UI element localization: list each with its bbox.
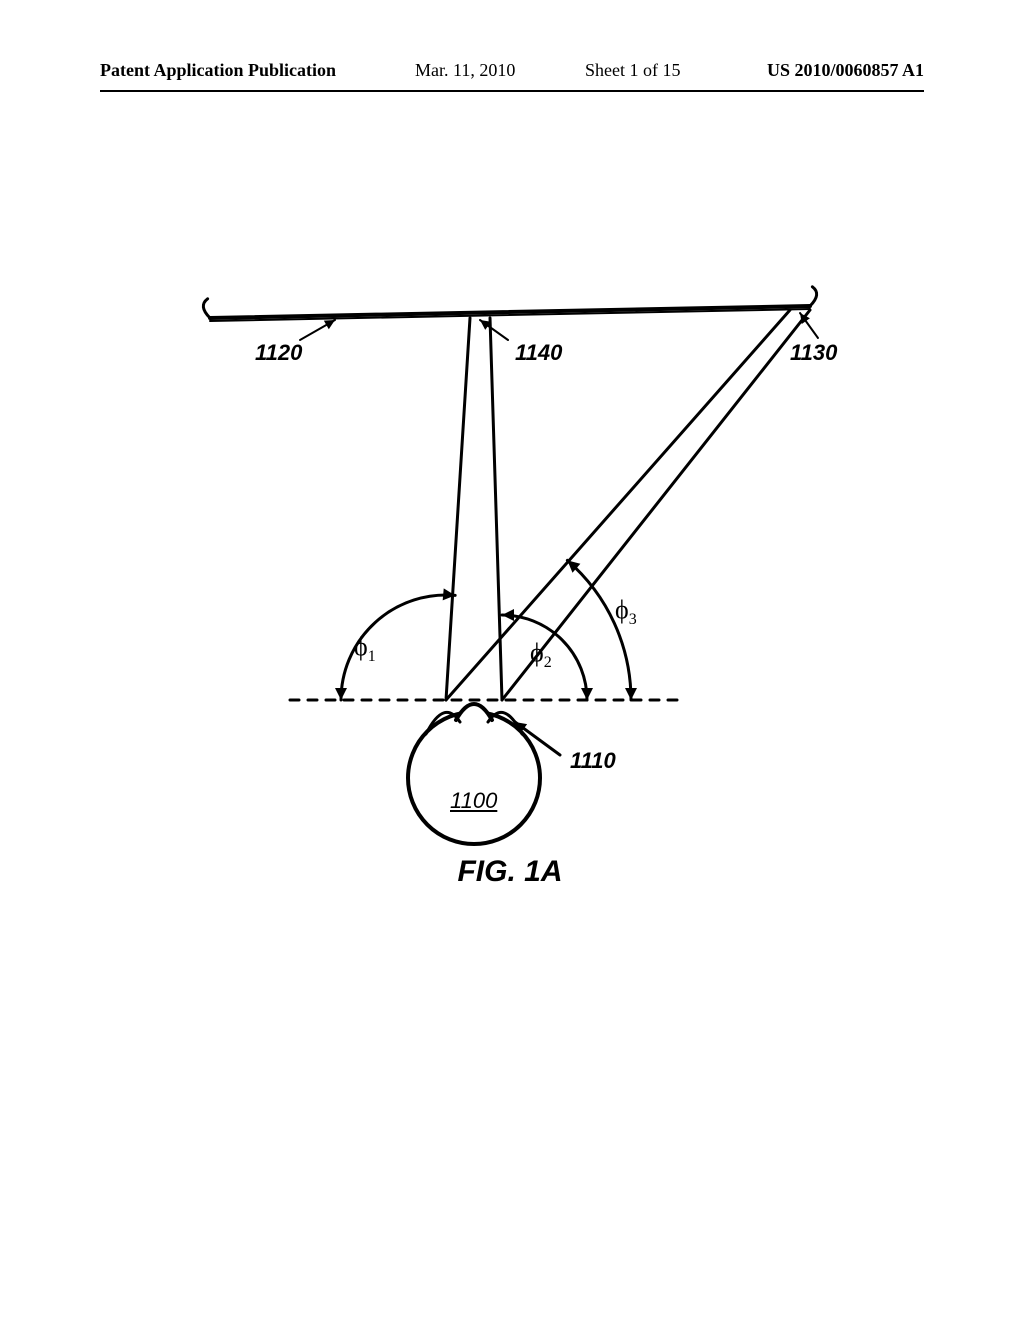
- figure-caption: FIG. 1A: [150, 855, 870, 889]
- figure-1a: 1120 1140 1130 1110 ϕ1 ϕ2 ϕ3 1100 FIG. 1…: [150, 280, 870, 920]
- ref-1110: 1110: [570, 748, 616, 774]
- angle-phi3: ϕ3: [615, 595, 637, 629]
- phi3-symbol: ϕ: [615, 595, 629, 624]
- figure-svg: [150, 280, 870, 920]
- sheet-number: Sheet 1 of 15: [585, 60, 680, 81]
- page-header: Patent Application Publication Mar. 11, …: [100, 60, 924, 81]
- phi1-symbol: ϕ: [354, 632, 368, 661]
- phi3-sub: 3: [629, 611, 637, 628]
- phi2-sub: 2: [544, 654, 552, 671]
- ref-1140: 1140: [515, 340, 562, 366]
- phi2-symbol: ϕ: [530, 638, 544, 667]
- header-rule: [100, 90, 924, 92]
- angle-phi2: ϕ2: [530, 638, 552, 672]
- publication-date: Mar. 11, 2010: [415, 60, 515, 81]
- ref-1130: 1130: [790, 340, 837, 366]
- ref-1120: 1120: [255, 340, 302, 366]
- angle-phi1: ϕ1: [354, 632, 376, 666]
- phi1-sub: 1: [368, 648, 376, 665]
- ref-1100: 1100: [450, 788, 497, 814]
- publication-number: US 2010/0060857 A1: [767, 60, 924, 81]
- publication-label: Patent Application Publication: [100, 60, 336, 80]
